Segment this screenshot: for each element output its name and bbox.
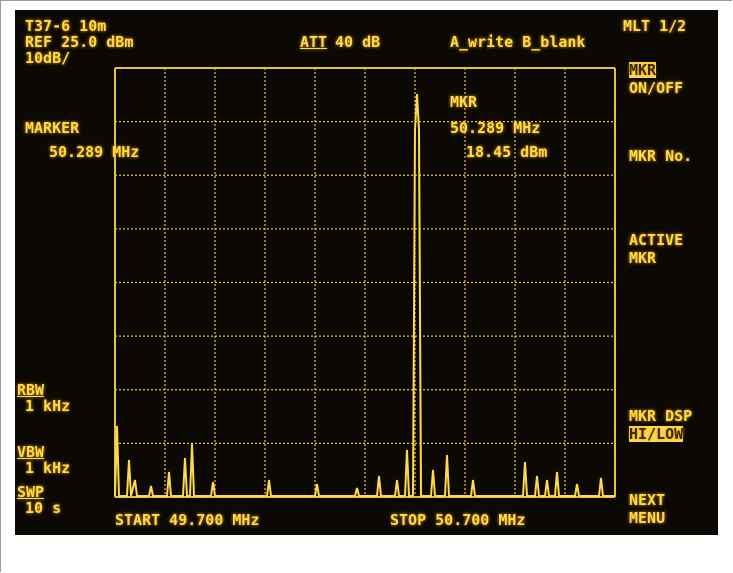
start-frequency: START 49.700 MHz [115, 511, 260, 529]
trace-mode: A_write B_blank [450, 33, 586, 51]
spectrum-plot [114, 67, 616, 498]
menu-page: MLT 1/2 [623, 17, 687, 35]
spectrum-trace [114, 93, 615, 497]
stop-frequency: STOP 50.700 MHz [390, 511, 526, 529]
softkey-label: MKR [629, 249, 657, 267]
softkey-label: ON/OFF [629, 79, 684, 97]
analyzer-screen: T37-6 10m REF 25.0 dBm 10dB/ ATT 40 dB A… [15, 10, 718, 535]
marker-frequency: 50.289 MHz [49, 143, 140, 161]
setting-label: SWP [17, 483, 45, 501]
softkey-label: ACTIVE [629, 231, 684, 249]
softkey-label: MKR DSP [629, 407, 693, 425]
readout-frequency: 50.289 MHz [450, 119, 541, 137]
marker-label: MARKER [25, 119, 80, 137]
setting-label: VBW [17, 443, 45, 461]
softkey-label: NEXT [629, 491, 666, 509]
readout-level: 18.45 dBm [466, 143, 548, 161]
att-label: ATT [300, 33, 328, 51]
scale: 10dB/ [25, 49, 71, 67]
softkey-label: MENU [629, 509, 666, 527]
setting-label: RBW [17, 381, 45, 399]
softkey-label: MKR [629, 61, 657, 79]
setting-value: 1 kHz [25, 459, 71, 477]
softkey-label: HI/LOW [629, 425, 684, 443]
softkey-label: MKR No. [629, 147, 693, 165]
trace-label: T37-6 10m [25, 17, 107, 35]
reference-level: REF 25.0 dBm [25, 33, 134, 51]
att-value: 40 dB [335, 33, 381, 51]
setting-value: 10 s [25, 499, 62, 517]
setting-value: 1 kHz [25, 397, 71, 415]
readout-label: MKR [450, 93, 478, 111]
